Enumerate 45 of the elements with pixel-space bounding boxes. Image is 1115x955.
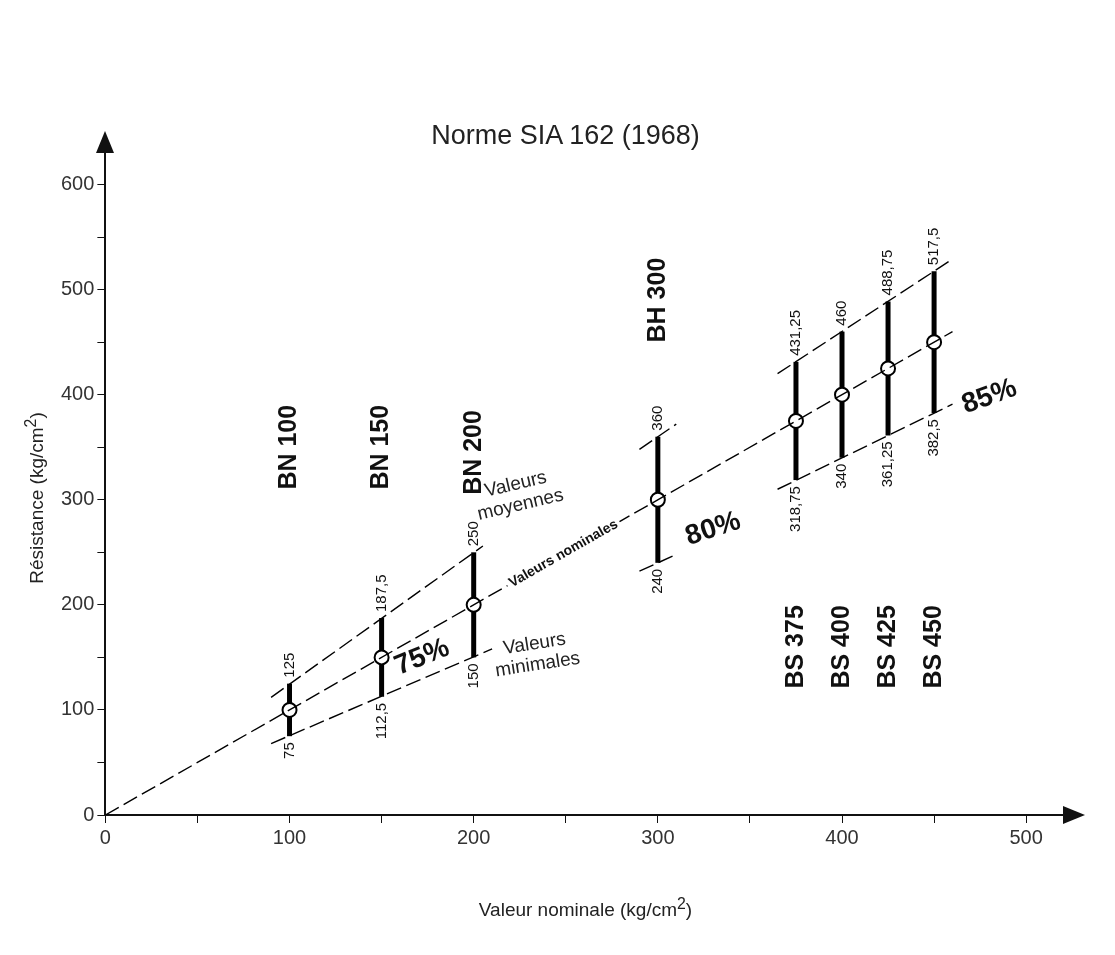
annotation: 517,5 (924, 227, 942, 266)
y-tick-label: 600 (60, 172, 95, 195)
annotation: 460 (832, 300, 850, 326)
annotation: BS 375 (779, 605, 808, 689)
annotation: 488,75 (878, 249, 896, 296)
annotation: BN 150 (365, 404, 394, 490)
annotation: 75% (389, 630, 454, 681)
chart-title: Norme SIA 162 (1968) (430, 120, 701, 151)
y-tick-label: 500 (60, 277, 95, 300)
annotation: 240 (647, 568, 665, 594)
annotation: 112,5 (371, 702, 389, 740)
point (281, 701, 298, 718)
annotation: 361,25 (878, 441, 896, 488)
annotation: 80% (681, 504, 745, 551)
annotation: 318,75 (786, 486, 804, 532)
y-tick-label: 400 (60, 382, 95, 405)
annotation: 75 (279, 742, 297, 759)
annotation: BS 425 (871, 605, 900, 689)
text: Valeurs minimales (493, 627, 582, 681)
x-tick-label: 400 (825, 825, 859, 848)
y-tick-label: 0 (83, 802, 95, 825)
annotation: 85% (957, 370, 1021, 420)
annotation: 125 (279, 652, 297, 678)
annotation: 340 (832, 463, 850, 489)
annotation: 360 (647, 405, 665, 431)
y-tick-label: 200 (60, 592, 95, 615)
x-tick-label: 300 (641, 825, 675, 848)
x-axis-title: Valeur nominale (kg/cm$^{2}$) (477, 894, 694, 921)
x-tick-label: 0 (99, 825, 111, 848)
annotation: 150 (463, 663, 481, 689)
annotation: 431,25 (786, 309, 804, 356)
point (787, 412, 804, 429)
y-tick-label: 100 (60, 697, 95, 720)
y-tick-label: 300 (60, 487, 95, 510)
annotation: 187,5 (371, 574, 389, 612)
annotation: 382,5 (924, 419, 942, 457)
x-tick-label: 200 (457, 825, 491, 848)
annotation: 250 (463, 521, 481, 547)
x-tick-label: 500 (1009, 825, 1043, 848)
annotation: BS 450 (917, 605, 946, 689)
annotation: BN 100 (273, 404, 302, 490)
annotation: BH 300 (641, 257, 670, 343)
x-tick-label: 100 (272, 825, 307, 848)
point (880, 360, 897, 377)
annotation: BS 400 (825, 605, 854, 689)
